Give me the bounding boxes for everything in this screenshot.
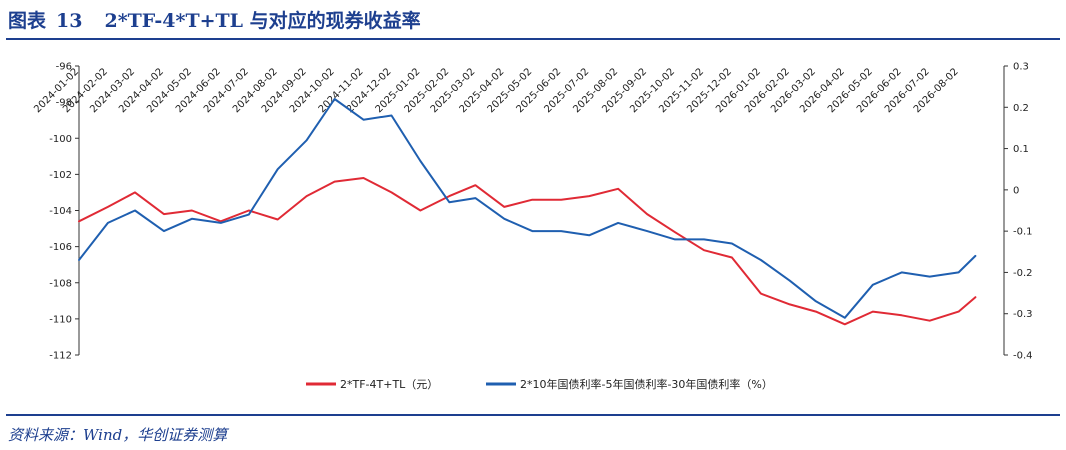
y-right-tick-label: 0.1 [1013, 144, 1029, 155]
title-divider [6, 38, 1060, 40]
y-left-tick-label: -96 [56, 62, 72, 73]
y-left-tick-label: -98 [56, 98, 72, 109]
y-right-tick-label: -0.2 [1013, 268, 1033, 279]
figure-number: 13 [56, 10, 83, 32]
y-left-tick-label: -112 [49, 351, 72, 362]
source-note: 资料来源：Wind，华创证券测算 [8, 426, 228, 444]
y-left-tick-label: -108 [49, 278, 72, 289]
line-chart: -96 -98 -100 -102 -104 -106 -108 -110 -112 0.3 0.2… [32, 62, 1033, 392]
y-right-tick-label: -0.3 [1013, 309, 1033, 320]
legend-label-2: 2*10年国债利率-5年国债利率-30年国债利率（%） [520, 377, 773, 391]
y-left-tick-label: -104 [49, 206, 72, 217]
y-left-tick-label: -102 [49, 170, 72, 181]
y-left-tick-label: -100 [49, 134, 72, 145]
y-right-tick-label: 0.2 [1013, 103, 1029, 114]
legend-label-1: 2*TF-4T+TL（元） [340, 378, 438, 391]
figure-label: 图表 [8, 10, 47, 32]
y-left-tick-label: -106 [49, 242, 72, 253]
y-left-tick-label: -110 [49, 314, 72, 325]
series-line-1 [78, 177, 977, 326]
y-right-tick-label: -0.1 [1013, 227, 1033, 238]
figure-title: 图表 13 2*TF-4*T+TL 与对应的现券收益率 [8, 6, 421, 33]
y-right-tick-label: 0.3 [1013, 62, 1029, 73]
series-line-2 [78, 98, 977, 319]
y-right-tick-label: 0 [1013, 185, 1019, 196]
y-right-tick-label: -0.4 [1013, 351, 1033, 362]
figure-title-text: 2*TF-4*T+TL 与对应的现券收益率 [104, 10, 421, 32]
footer-divider [6, 414, 1060, 416]
